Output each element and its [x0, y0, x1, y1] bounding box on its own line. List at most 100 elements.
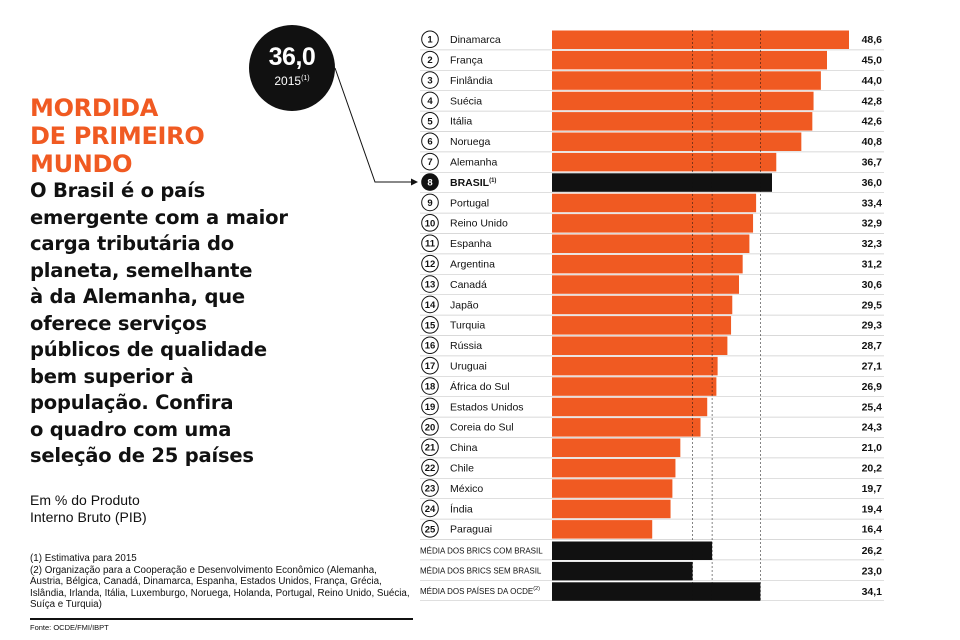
- country-label: África do Sul: [450, 380, 510, 393]
- average-label: MÉDIA DOS BRICS SEM BRASIL: [420, 567, 542, 576]
- country-label: Índia: [450, 502, 473, 515]
- rank-circle: [421, 499, 439, 518]
- bar-chile: [552, 458, 676, 478]
- average-label: MÉDIA DOS BRICS COM BRASIL: [420, 546, 543, 555]
- value-label: 36,0: [862, 177, 883, 189]
- value-label: 27,1: [862, 360, 883, 372]
- rank-number: 15: [425, 320, 436, 331]
- country-label: Estados Unidos: [450, 401, 524, 413]
- rank-circle: [421, 356, 439, 375]
- rank-number: 24: [425, 504, 436, 515]
- average-bar: [552, 561, 693, 581]
- country-label: Suécia: [450, 95, 482, 107]
- value-label: 32,3: [862, 238, 883, 250]
- bar-noruega: [552, 132, 802, 151]
- rank-circle: [421, 275, 439, 293]
- rank-circle: [421, 438, 439, 457]
- bar-rússia: [552, 336, 728, 355]
- rank-circle: [421, 316, 439, 334]
- country-label: Alemanha: [450, 156, 497, 168]
- value-label: 48,6: [862, 34, 883, 46]
- country-label: Noruega: [450, 136, 490, 148]
- value-label: 28,7: [862, 340, 883, 352]
- country-label: Portugal: [450, 197, 489, 209]
- bar-frança: [552, 50, 827, 70]
- unit-label: Em % do Produto Interno Bruto (PIB): [30, 492, 147, 525]
- callout-year-text: 2015: [274, 74, 302, 88]
- bar-canadá: [552, 275, 739, 294]
- source-credit: Fonte: OCDE/FMI/IBPT: [30, 623, 109, 632]
- rank-circle: [421, 234, 439, 253]
- connector-arrowhead: [411, 178, 418, 186]
- value-label: 19,7: [862, 483, 883, 495]
- value-label: 32,9: [862, 218, 883, 230]
- rank-number: 4: [427, 96, 433, 107]
- bars-layer: [420, 30, 884, 602]
- average-value: 34,1: [862, 586, 883, 598]
- country-label: Dinamarca: [450, 34, 501, 46]
- value-label: 45,0: [862, 54, 883, 66]
- average-value: 23,0: [862, 565, 883, 577]
- value-label: 21,0: [862, 442, 883, 454]
- bar-brasil: [552, 173, 772, 192]
- rank-number: 18: [425, 381, 436, 392]
- rank-number: 5: [427, 116, 433, 127]
- rank-circle: [421, 91, 439, 110]
- rank-number: 16: [425, 341, 436, 352]
- footnote-2: (2) Organização para a Cooperação e Dese…: [30, 564, 410, 611]
- rank-circle: [421, 254, 439, 273]
- value-label: 36,7: [862, 156, 883, 168]
- value-label: 29,5: [862, 299, 883, 311]
- value-label: 16,4: [862, 524, 883, 536]
- value-label: 44,0: [862, 75, 883, 87]
- value-label: 29,3: [862, 320, 883, 332]
- rank-circle: [421, 132, 439, 151]
- average-bar: [552, 582, 761, 601]
- rank-circle: [421, 397, 439, 416]
- country-label: França: [450, 54, 483, 66]
- rank-circle: [421, 173, 439, 191]
- bar-coreia-do-sul: [552, 418, 701, 437]
- rank-number: 22: [425, 463, 436, 474]
- rank-number: 21: [425, 443, 436, 454]
- country-label: Paraguai: [450, 524, 492, 536]
- bar-espanha: [552, 234, 750, 253]
- country-label: Rússia: [450, 340, 482, 352]
- country-label: Uruguai: [450, 360, 487, 372]
- bar-japão: [552, 295, 733, 315]
- country-label: Argentina: [450, 258, 495, 270]
- bar-estados-unidos: [552, 397, 708, 417]
- footnote-mark: (1): [489, 178, 496, 184]
- country-label: Japão: [450, 299, 479, 311]
- bar-itália: [552, 112, 813, 131]
- average-label: MÉDIA DOS PAÍSES DA OCDE(2): [420, 586, 540, 596]
- bar-china: [552, 438, 681, 457]
- bar-portugal: [552, 193, 757, 213]
- brazil-callout: 36,0 2015(1): [249, 25, 335, 111]
- bar-turquia: [552, 316, 732, 335]
- rank-number: 10: [425, 218, 436, 229]
- rank-circle: [421, 295, 439, 314]
- country-label: Turquia: [450, 320, 485, 332]
- average-value: 26,2: [862, 545, 883, 557]
- rank-number: 20: [425, 422, 436, 433]
- value-label: 42,6: [862, 116, 883, 128]
- value-label: 33,4: [862, 197, 883, 209]
- rank-circle: [421, 458, 439, 477]
- footer-rule: [30, 618, 413, 620]
- country-label: BRASIL(1): [450, 177, 496, 189]
- value-label: 25,4: [862, 401, 883, 413]
- bar-paraguai: [552, 520, 653, 539]
- value-label: 30,6: [862, 279, 883, 291]
- bar-áfrica-do-sul: [552, 377, 717, 396]
- callout-year: 2015(1): [249, 74, 335, 88]
- bar-reino-unido: [552, 214, 754, 233]
- rank-number: 13: [425, 279, 436, 290]
- rank-circle: [421, 112, 439, 130]
- rank-circle: [421, 377, 439, 395]
- rank-number: 25: [425, 524, 436, 535]
- rank-circle: [421, 50, 439, 69]
- callout-connector: [334, 67, 418, 186]
- rank-number: 17: [425, 361, 436, 372]
- rank-circle: [421, 193, 439, 212]
